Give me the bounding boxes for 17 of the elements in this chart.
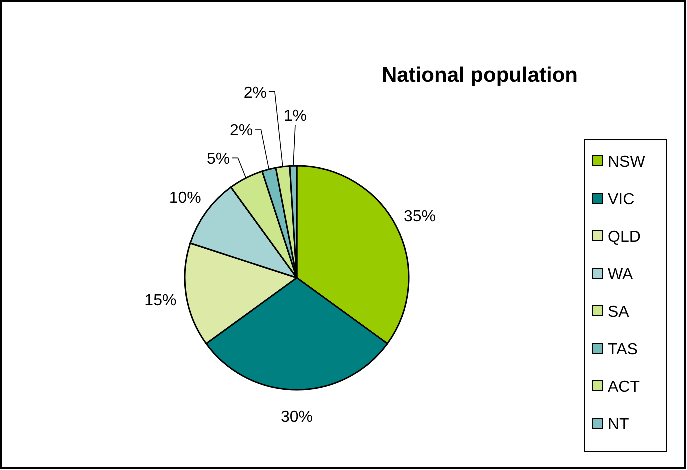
legend-label: QLD [608,229,641,246]
chart-title: National population [382,64,578,87]
legend-label: VIC [608,192,635,208]
data-label: 15% [144,292,177,310]
data-label: 1% [284,108,308,126]
data-label: 30% [280,409,314,426]
data-label: 10% [169,190,202,207]
legend-label: NT [608,416,630,434]
legend-label: SA [608,304,630,321]
legend-label: NSW [608,154,646,171]
legend-label: TAS [608,342,638,358]
data-label: 2% [244,84,267,102]
data-label: 5% [207,151,230,168]
data-label: 2% [230,122,254,140]
data-label: 35% [404,208,436,226]
legend-label: WA [608,266,634,284]
legend-label: ACT [608,379,640,396]
